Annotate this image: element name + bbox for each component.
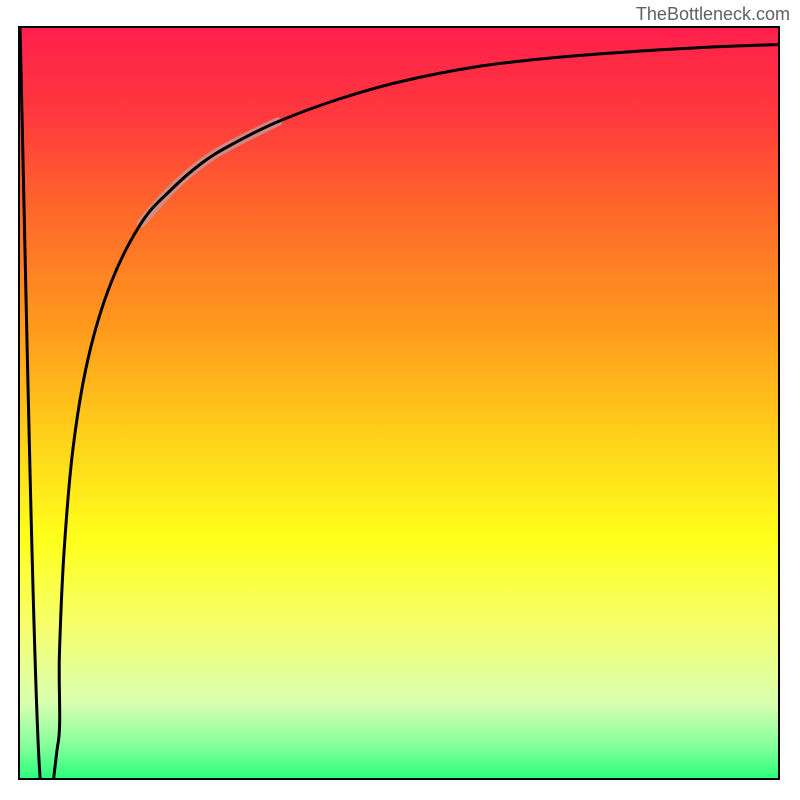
watermark-text: TheBottleneck.com <box>636 4 790 25</box>
curve-layer <box>18 26 780 780</box>
plot-area <box>18 26 780 780</box>
chart-container: TheBottleneck.com <box>0 0 800 800</box>
main-curve <box>20 28 778 780</box>
curve-highlight <box>141 122 277 223</box>
